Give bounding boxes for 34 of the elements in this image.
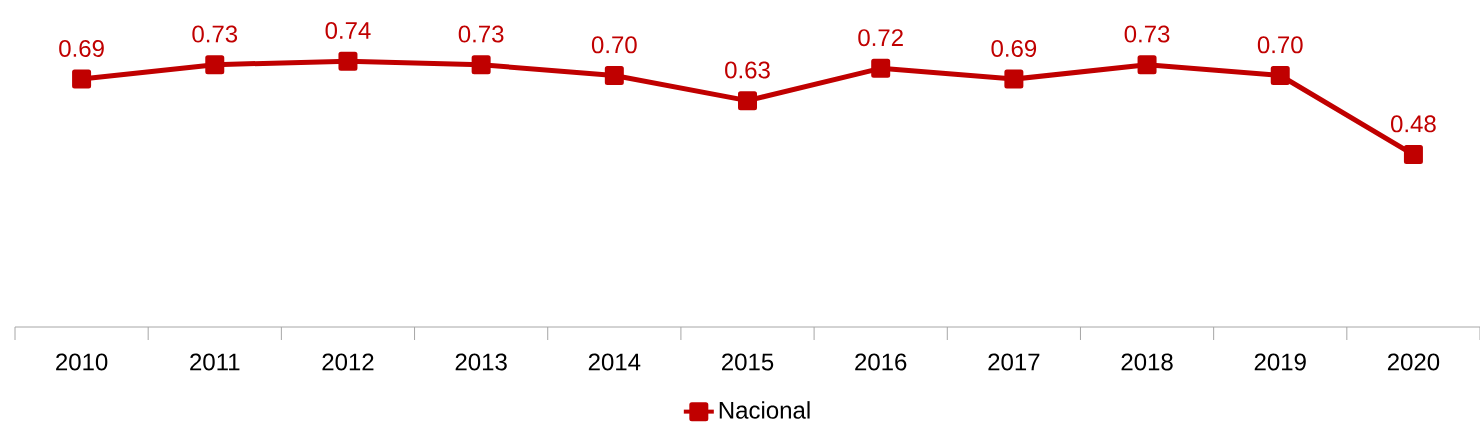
point — [471, 55, 491, 75]
x-tick-label: 2016 — [855, 353, 907, 371]
point — [738, 91, 758, 111]
x-tick-label: 2020 — [1387, 353, 1440, 371]
point — [1403, 145, 1423, 165]
data-label: 0.70 — [591, 36, 637, 54]
data-label: 0.63 — [725, 61, 770, 79]
x-tick-label: 2010 — [56, 353, 108, 371]
point — [604, 66, 624, 86]
x-tick-label: 2019 — [1254, 353, 1306, 371]
data-label: 0.72 — [858, 29, 903, 47]
x-tick-label: 2012 — [322, 353, 374, 371]
point — [205, 55, 225, 75]
x-tick-label: 2017 — [988, 353, 1040, 371]
point — [1004, 69, 1024, 89]
data-label: 0.73 — [192, 25, 238, 43]
data-label: 0.69 — [991, 39, 1037, 57]
x-tick-label: 2011 — [190, 353, 240, 371]
point — [338, 51, 358, 71]
point — [72, 69, 92, 89]
data-label: 0.73 — [1124, 25, 1170, 43]
x-tick-label: 2018 — [1121, 353, 1173, 371]
data-label: 0.70 — [1257, 36, 1303, 54]
x-tick-label: 2014 — [588, 353, 641, 371]
x-tick-label: 2015 — [722, 353, 774, 371]
point — [871, 58, 891, 78]
data-label: 0.73 — [458, 25, 504, 43]
point — [1270, 66, 1290, 86]
point — [1137, 55, 1157, 75]
x-tick-label: 2013 — [455, 353, 507, 371]
data-label: 0.69 — [59, 39, 104, 57]
legend-label: Nacional — [719, 401, 810, 419]
data-label: 0.48 — [1391, 115, 1436, 133]
data-label: 0.74 — [325, 21, 371, 39]
